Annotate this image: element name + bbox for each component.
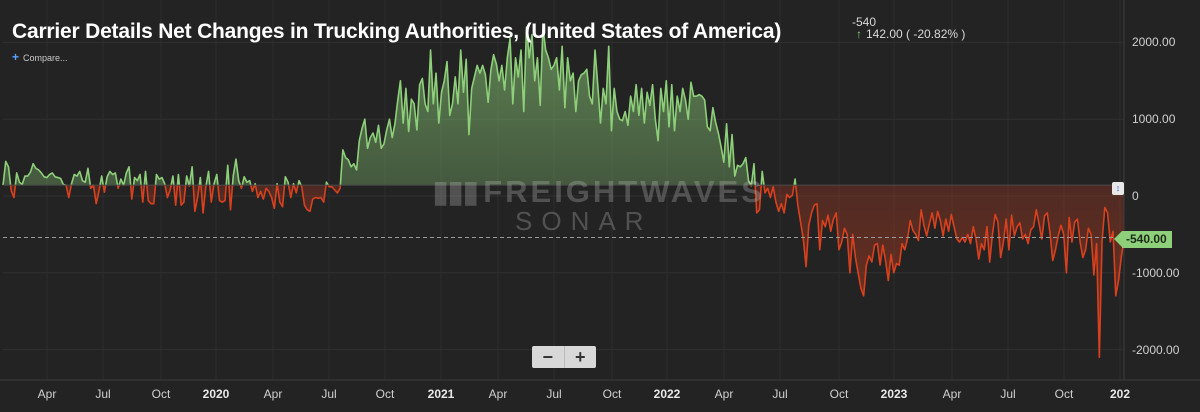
y-tick-label: -2000.00 [1132, 342, 1180, 357]
x-tick-label: 202 [1109, 387, 1131, 401]
change-readout: ↑ 142.00 ( -20.82% ) [856, 27, 965, 41]
change-value: 142.00 ( -20.82% ) [866, 27, 966, 41]
compare-button[interactable]: + Compare... [12, 50, 68, 64]
line-positive [2, 26, 797, 186]
chart-title: Carrier Details Net Changes in Trucking … [12, 20, 782, 43]
x-tick-label: Oct [1054, 387, 1074, 401]
y-tick-label: 2000.00 [1132, 35, 1176, 50]
plus-icon: + [12, 50, 20, 64]
x-tick-label: Jul [321, 387, 337, 401]
current-value-tag: -540.00 [1114, 231, 1172, 248]
y-tick-label: -1000.00 [1132, 265, 1180, 280]
x-tick-label: Jul [1000, 387, 1016, 401]
y-tick-label: 0 [1132, 189, 1139, 203]
x-tick-label: Jul [772, 387, 788, 401]
watermark-sonar: SONAR [515, 206, 653, 236]
series-net-changes [2, 26, 1124, 359]
x-tick-label: 2021 [427, 387, 455, 401]
x-tick-label: Oct [375, 387, 395, 401]
x-tick-label: Jul [546, 387, 562, 401]
zoom-in-button[interactable]: + [563, 346, 597, 368]
x-tick-label: Apr [714, 387, 734, 401]
x-tick-label: Apr [488, 387, 508, 401]
scale-toggle-button[interactable]: ↕ [1112, 182, 1124, 195]
x-tick-label: Jul [95, 387, 111, 401]
last-value-label: -540 [852, 15, 877, 29]
line-negative [2, 185, 1124, 359]
x-tick-label: 2022 [653, 387, 681, 401]
compare-label: Compare... [23, 53, 68, 63]
up-arrow-icon: ↑ [856, 27, 862, 41]
zoom-out-button[interactable]: − [542, 346, 553, 367]
x-tick-label: 2023 [880, 387, 908, 401]
x-tick-label: 2020 [202, 387, 230, 401]
x-tick-label: Oct [151, 387, 171, 401]
x-tick-label: Apr [942, 387, 962, 401]
x-tick-label: Oct [602, 387, 622, 401]
area-positive [3, 27, 1124, 186]
watermark-freightwaves: ▮▮▮ FREIGHTWAVES [432, 174, 765, 209]
x-tick-label: Oct [829, 387, 849, 401]
y-tick-label: 1000.00 [1132, 112, 1176, 127]
x-tick-label: Apr [263, 387, 283, 401]
zoom-controls: − + [532, 346, 596, 368]
x-tick-label: Apr [37, 387, 57, 401]
